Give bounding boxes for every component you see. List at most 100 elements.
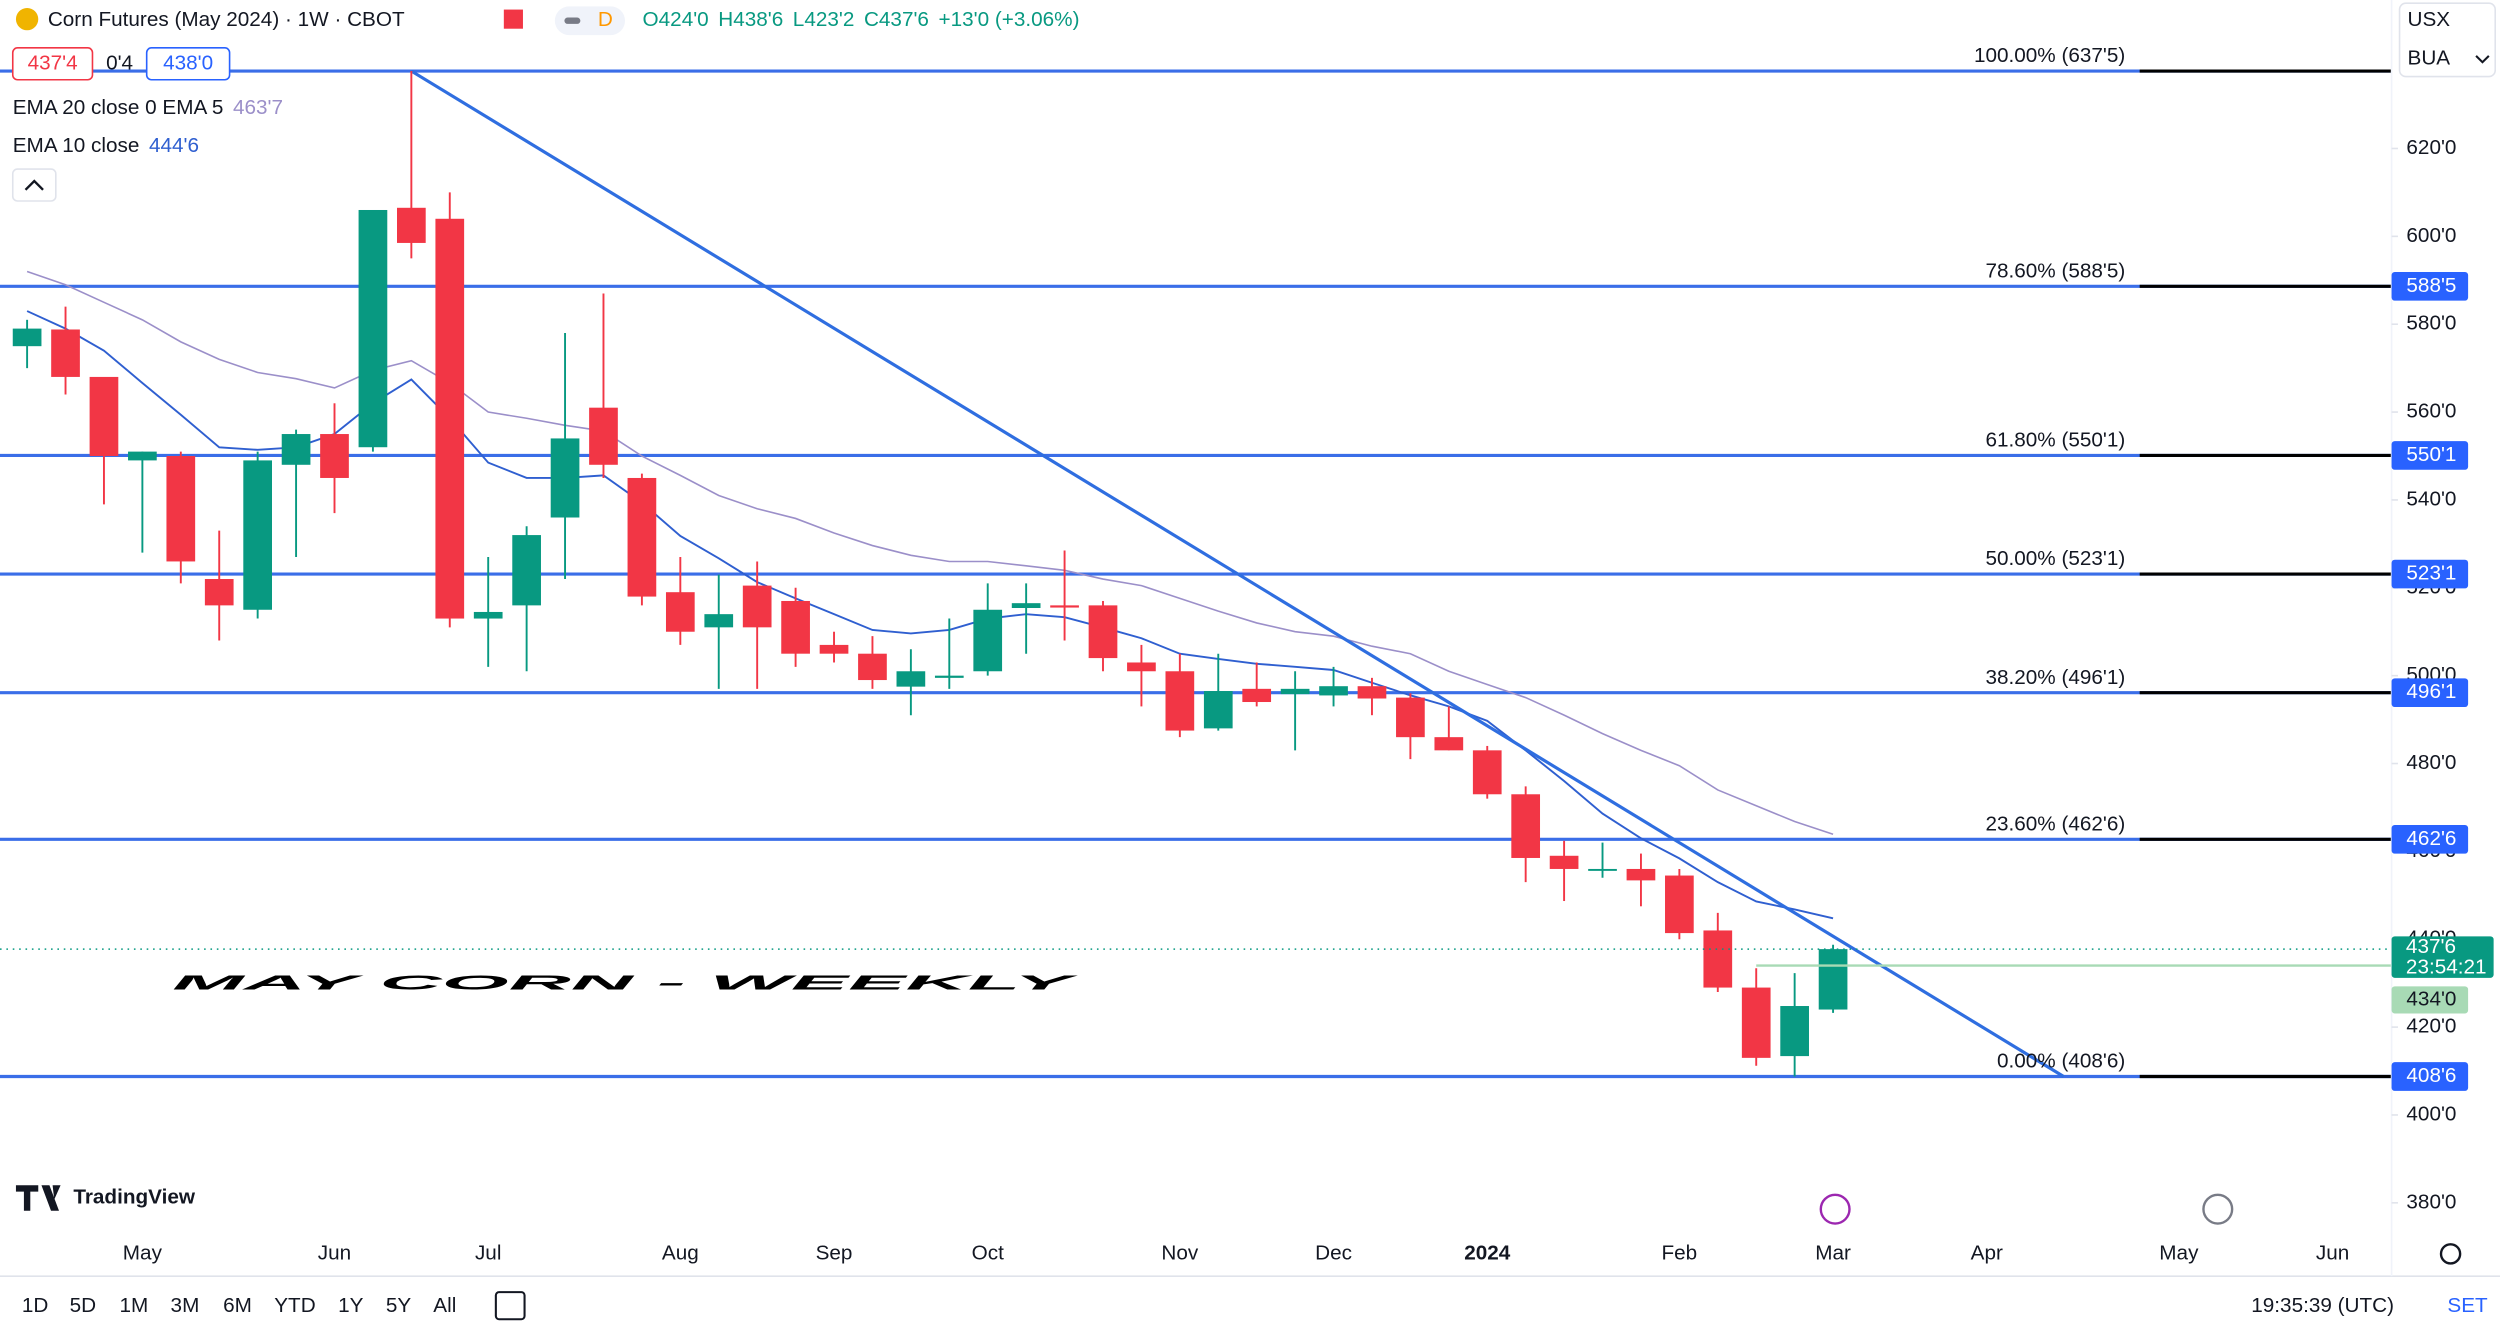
x-tick-label: Feb <box>1662 1241 1698 1264</box>
range-button[interactable]: 1M <box>120 1294 149 1317</box>
candle-body <box>1780 1006 1809 1057</box>
candle-body <box>1319 686 1348 696</box>
x-tick-label: May <box>2159 1241 2199 1264</box>
range-button[interactable]: 6M <box>223 1294 252 1317</box>
candle-body <box>473 611 503 619</box>
candle-body <box>89 376 119 457</box>
range-button[interactable]: 1D <box>22 1294 48 1317</box>
y-tick-label: 420'0 <box>2406 1015 2456 1038</box>
candle-body <box>1549 855 1579 869</box>
legend-name: EMA 20 close 0 EMA 5 <box>13 96 224 119</box>
logo-icon <box>15 1185 61 1211</box>
ask-box[interactable] <box>145 47 231 81</box>
event-icon[interactable] <box>1819 1193 1851 1225</box>
settings-link[interactable]: SET <box>2447 1294 2488 1317</box>
candle-body <box>1626 868 1656 881</box>
fib-label: 23.60% (462'6) <box>1985 812 2125 835</box>
trendline <box>410 69 2065 1078</box>
currency: USX <box>2408 8 2451 31</box>
y-tick-label: 380'0 <box>2406 1190 2456 1213</box>
price-tag-label: 550'1 <box>2406 443 2456 466</box>
candle-body <box>1127 662 1156 672</box>
unit: BUA <box>2408 46 2451 69</box>
spread: 0'4 <box>106 51 133 74</box>
fib-label: 61.80% (550'1) <box>1985 429 2125 452</box>
price-tag-label: 408'6 <box>2406 1064 2456 1087</box>
x-tick-label: Dec <box>1315 1241 1352 1264</box>
candle-body <box>589 407 618 465</box>
candle-body <box>512 535 541 606</box>
price-tag <box>2391 986 2469 1014</box>
candle-body <box>550 438 580 518</box>
candle-body <box>12 328 42 347</box>
ohlc-value: L423'2 <box>793 8 855 31</box>
candle-body <box>1203 691 1233 729</box>
bid-box[interactable] <box>11 47 94 81</box>
candle-body <box>1703 930 1733 988</box>
candle-body <box>166 456 196 562</box>
candle-body <box>1396 697 1425 738</box>
x-tick-label: Jul <box>475 1241 501 1264</box>
range-button[interactable]: 5Y <box>386 1294 412 1317</box>
symbol-icon <box>15 7 39 31</box>
range-button[interactable]: 3M <box>171 1294 200 1317</box>
ohlc-value: C437'6 <box>864 8 929 31</box>
session-icon[interactable] <box>2202 1193 2234 1225</box>
candle-body <box>1050 605 1079 608</box>
fib-label: 38.20% (496'1) <box>1985 666 2125 689</box>
badge-dash <box>564 17 581 24</box>
badge-bg <box>554 6 625 36</box>
toolbar: 1D 5D 1M 3M 6M YTD 1Y 5Y All <box>22 1294 457 1317</box>
candle-body <box>1665 875 1694 934</box>
y-tick-label: 620'0 <box>2406 136 2456 159</box>
range-button[interactable]: 5D <box>70 1294 96 1317</box>
range-button[interactable]: YTD <box>274 1294 315 1317</box>
y-tick-label: 600'0 <box>2406 224 2456 247</box>
ema-line <box>26 270 1834 836</box>
logo: TradingView <box>73 1185 196 1208</box>
x-tick-label: Oct <box>972 1241 1004 1264</box>
x-tick-label: Apr <box>1971 1241 2003 1264</box>
candle-body <box>1242 688 1272 703</box>
price-tag-label: 496'1 <box>2406 680 2456 703</box>
x-tick-label: Jun <box>2316 1241 2349 1264</box>
ohlc-value: +13'0 (+3.06%) <box>939 8 1080 31</box>
candle-body <box>934 675 964 678</box>
fib-label: 0.00% (408'6) <box>1997 1050 2125 1073</box>
fib-label: 50.00% (523'1) <box>1985 547 2125 570</box>
x-tick-label: Mar <box>1815 1241 1851 1264</box>
currency-box[interactable] <box>2398 2 2497 78</box>
price-tag-label: 523'1 <box>2406 562 2456 585</box>
annotation: MAY CORN - WEEKLY <box>172 972 1080 995</box>
x-tick-label: May <box>123 1241 163 1264</box>
y-tick-label: 540'0 <box>2406 487 2456 510</box>
fib-label: 78.60% (588'5) <box>1985 259 2125 282</box>
candle-body <box>819 644 849 654</box>
x-tick-label: Sep <box>816 1241 853 1264</box>
candle-body <box>1357 686 1387 699</box>
dropdown-icon <box>2475 55 2490 64</box>
settings-icon[interactable] <box>2439 1243 2462 1265</box>
candle-body <box>397 207 426 243</box>
legend-value: 444'6 <box>149 134 199 157</box>
fib-label: 100.00% (637'5) <box>1974 44 2125 67</box>
candle-body <box>358 209 388 448</box>
legend-value: 463'7 <box>233 96 283 119</box>
date-range-icon[interactable] <box>494 1291 526 1321</box>
price-tag-label: 437'6 <box>2406 935 2456 958</box>
collapse-button[interactable] <box>11 168 57 202</box>
badge: D <box>598 8 613 31</box>
flag-icon[interactable] <box>503 9 523 29</box>
candle-body <box>973 609 1003 672</box>
candle-body <box>896 671 926 687</box>
ohlc-value: H438'6 <box>718 8 783 31</box>
price-tag-label: 462'6 <box>2406 827 2456 850</box>
range-button[interactable]: All <box>433 1294 456 1317</box>
candle-body <box>1472 750 1502 795</box>
candle-body <box>665 592 695 632</box>
candle-body <box>1511 794 1541 858</box>
x-tick-label: Nov <box>1161 1241 1198 1264</box>
range-button[interactable]: 1Y <box>338 1294 364 1317</box>
candle-body <box>781 600 810 654</box>
